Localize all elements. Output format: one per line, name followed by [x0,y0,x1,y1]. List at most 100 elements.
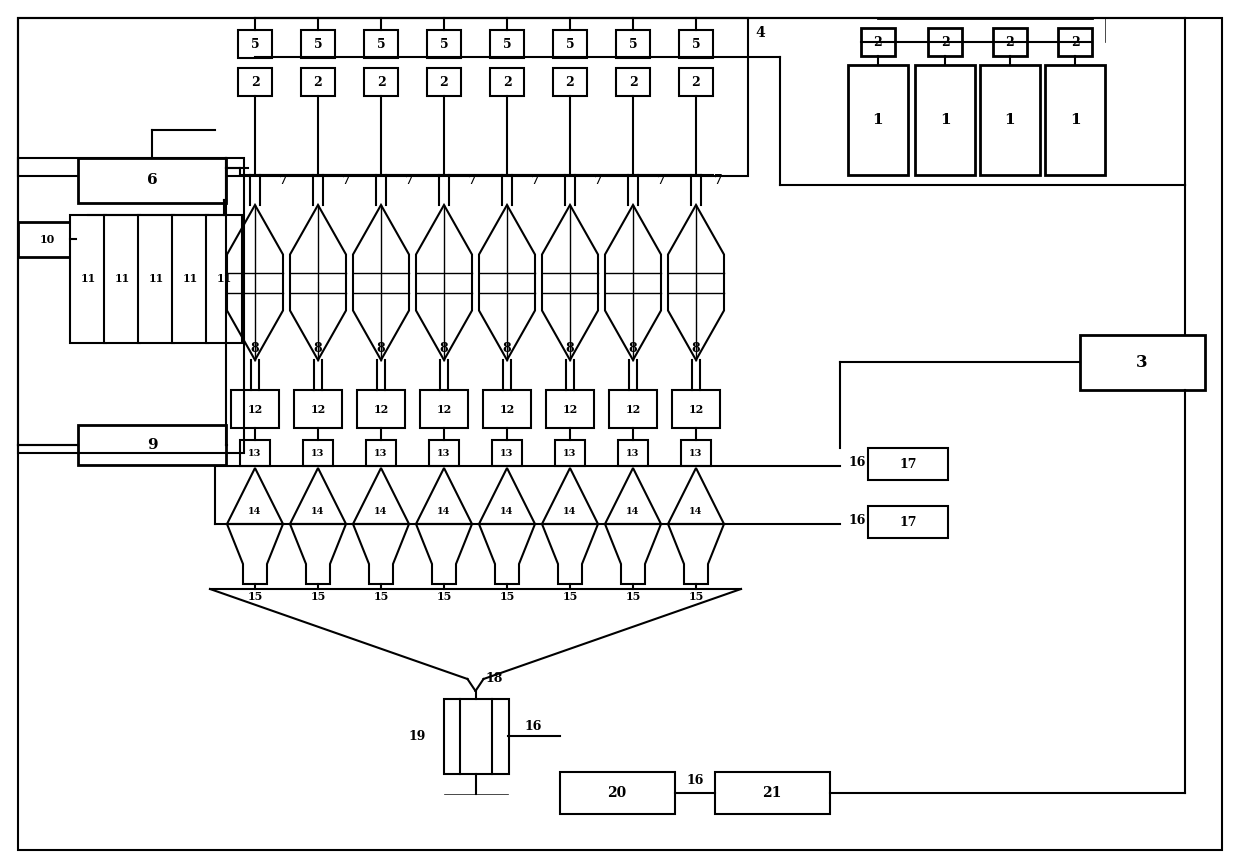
Text: 5: 5 [629,37,637,50]
Text: 1: 1 [940,113,950,127]
Bar [680,68,713,96]
Text: 5: 5 [692,37,701,50]
Bar [609,390,657,428]
Text: 7: 7 [404,173,413,186]
Text: 8: 8 [440,342,449,355]
Text: 13: 13 [438,448,450,458]
Bar [301,68,335,96]
Bar [138,215,174,343]
Text: 8: 8 [250,342,259,355]
Bar [231,390,279,428]
Text: 7: 7 [594,173,603,186]
Text: 10: 10 [40,233,55,244]
Bar [556,440,585,466]
Text: 14: 14 [626,507,640,517]
Text: 5: 5 [250,37,259,50]
Text: 14: 14 [563,507,577,517]
Bar [993,28,1027,56]
Bar [484,390,531,428]
Text: 2: 2 [565,75,574,88]
Text: 16: 16 [848,455,866,468]
Text: 7: 7 [714,173,723,186]
Bar [241,440,270,466]
Bar [868,448,949,480]
Text: 17: 17 [899,516,916,529]
Bar [715,772,830,814]
Text: 4: 4 [755,26,765,40]
Text: 8: 8 [314,342,322,355]
Text: 15: 15 [373,590,388,602]
Text: 14: 14 [374,507,388,517]
Text: 14: 14 [248,507,262,517]
Text: 16: 16 [686,774,703,787]
Bar [172,215,208,343]
Text: 14: 14 [311,507,325,517]
Bar [680,30,713,58]
Text: 12: 12 [247,403,263,414]
Bar [78,425,226,465]
Bar [681,440,711,466]
Bar [861,28,895,56]
Text: 12: 12 [436,403,451,414]
Text: 5: 5 [502,37,511,50]
Bar [490,30,525,58]
Text: 7: 7 [342,173,351,186]
Text: 19: 19 [408,729,425,742]
Text: 18: 18 [486,673,503,686]
Text: 15: 15 [247,590,263,602]
Text: 2: 2 [629,75,637,88]
Text: 2: 2 [502,75,511,88]
Text: 2: 2 [874,36,883,49]
Text: 8: 8 [502,342,511,355]
Text: 12: 12 [563,403,578,414]
Bar [980,65,1040,175]
Bar [1080,335,1205,390]
Text: 2: 2 [314,75,322,88]
Text: 7: 7 [531,173,539,186]
Bar [427,68,461,96]
Text: 11: 11 [149,273,164,284]
Text: 1: 1 [1070,113,1080,127]
Text: 9: 9 [146,438,157,452]
Bar [301,30,335,58]
Text: 13: 13 [374,448,388,458]
Text: 15: 15 [688,590,703,602]
Text: 8: 8 [565,342,574,355]
Text: 12: 12 [373,403,388,414]
Text: 13: 13 [626,448,640,458]
Text: 13: 13 [563,448,577,458]
Bar [427,30,461,58]
Bar [238,30,272,58]
Text: 2: 2 [1070,36,1079,49]
Text: 11: 11 [81,273,95,284]
Text: 16: 16 [848,513,866,526]
Text: 1: 1 [873,113,883,127]
Text: 11: 11 [216,273,232,284]
Text: 2: 2 [1006,36,1014,49]
Bar [104,215,140,343]
Bar [616,30,650,58]
Text: 2: 2 [377,75,386,88]
Text: 7: 7 [657,173,666,186]
Text: 11: 11 [114,273,130,284]
Bar [848,65,908,175]
Text: 5: 5 [565,37,574,50]
Text: 13: 13 [311,448,325,458]
Bar [366,440,396,466]
Bar [868,506,949,538]
Bar [546,390,594,428]
Text: 17: 17 [899,458,916,471]
Bar [19,222,76,257]
Bar [1045,65,1105,175]
Text: 15: 15 [625,590,641,602]
Text: 8: 8 [629,342,637,355]
Bar [618,440,649,466]
Text: 21: 21 [763,786,781,800]
Text: 3: 3 [1136,354,1148,370]
Bar [420,390,467,428]
Bar [365,68,398,96]
Text: 8: 8 [377,342,386,355]
Bar [303,440,334,466]
Bar [560,772,675,814]
Text: 15: 15 [436,590,451,602]
